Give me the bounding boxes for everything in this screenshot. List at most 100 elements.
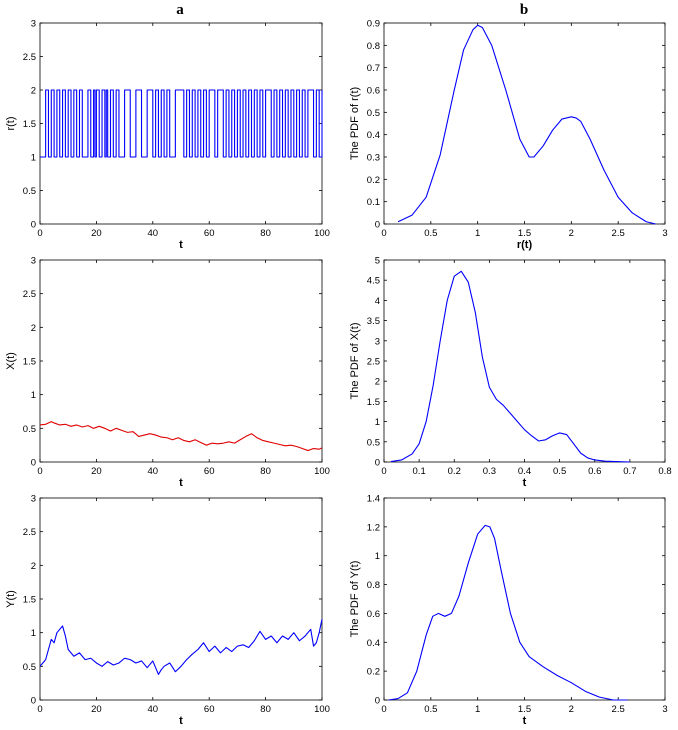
x-tick-label: 1 — [475, 704, 480, 715]
x-tick-label: 40 — [148, 228, 159, 239]
x-axis-label: t — [179, 239, 183, 251]
y-tick-label: 1.5 — [367, 397, 380, 408]
x-tick-label: 0.2 — [448, 466, 461, 477]
y-tick-label: 3.5 — [367, 316, 380, 327]
series-line-1 — [40, 89, 323, 158]
x-tick-label: 0.5 — [424, 704, 437, 715]
x-tick-label: 0.8 — [658, 466, 671, 477]
y-tick-label: 0.5 — [23, 424, 36, 435]
y-tick-label: 2 — [375, 377, 380, 388]
x-tick-label: 20 — [91, 466, 102, 477]
y-tick-label: 2.5 — [367, 357, 380, 368]
y-tick-label: 1.5 — [23, 595, 36, 606]
x-tick-label: 0.5 — [553, 466, 566, 477]
x-tick-label: 0.1 — [413, 466, 426, 477]
x-tick-label: 80 — [260, 228, 271, 239]
series-line-1 — [39, 421, 323, 452]
x-axis-label: t — [179, 477, 183, 489]
x-tick-label: 2 — [569, 704, 574, 715]
y-tick-label: 2.5 — [23, 289, 36, 300]
x-tick-label: 0.5 — [424, 228, 437, 239]
chart-panel-2: 0 0.5 1 1.5 2 2.5 3 0 0.1 0.2 0.3 0.4 0.5 0.6 0.7 0.8 0.… — [349, 19, 668, 252]
y-axis-label: The PDF of Y(t) — [349, 561, 361, 638]
y-tick-label: 5 — [375, 256, 380, 267]
x-tick-label: 2 — [569, 228, 574, 239]
y-tick-label: 0 — [31, 220, 36, 231]
y-tick-label: 0.1 — [367, 197, 380, 208]
y-tick-label: 0.6 — [367, 86, 380, 97]
x-tick-label: 0 — [37, 228, 42, 239]
y-tick-label: 2.5 — [23, 527, 36, 538]
y-tick-label: 3 — [375, 336, 380, 347]
y-tick-label: 4 — [375, 296, 380, 307]
x-tick-label: 20 — [91, 228, 102, 239]
x-tick-label: 0 — [37, 704, 42, 715]
x-tick-label: 0 — [381, 704, 386, 715]
panel-label-a: a — [176, 2, 184, 18]
x-tick-label: 60 — [204, 466, 215, 477]
series-line-1 — [390, 270, 630, 463]
x-tick-label: 100 — [314, 228, 330, 239]
y-tick-label: 2 — [31, 561, 36, 572]
x-tick-label: 40 — [148, 466, 159, 477]
y-tick-label: 3 — [31, 19, 36, 30]
y-tick-label: 0.8 — [367, 41, 380, 52]
y-tick-label: 1.4 — [367, 494, 380, 505]
y-tick-label: 3 — [31, 256, 36, 267]
y-axis-label: The PDF of X(t) — [349, 322, 361, 399]
y-tick-label: 4.5 — [367, 276, 380, 287]
y-tick-label: 1 — [31, 628, 36, 639]
x-tick-label: 0.4 — [518, 466, 531, 477]
x-axis-label: t — [523, 715, 527, 727]
x-tick-label: 60 — [204, 228, 215, 239]
x-tick-label: 40 — [148, 704, 159, 715]
y-tick-label: 2 — [31, 86, 36, 97]
x-axis-label: t — [523, 477, 527, 489]
y-tick-label: 2.5 — [23, 52, 36, 63]
x-tick-label: 3 — [662, 704, 667, 715]
chart-panel-4: 0 0.1 0.2 0.3 0.4 0.5 0.6 0.7 0.8 0 0.5 1 1.5 2 2.5 3 3.… — [349, 256, 672, 490]
x-tick-label: 0.3 — [483, 466, 496, 477]
x-tick-label: 0 — [381, 466, 386, 477]
y-tick-label: 3 — [31, 494, 36, 505]
y-axis-label: X(t) — [5, 352, 17, 370]
y-tick-label: 0 — [31, 458, 36, 469]
series-line-1 — [397, 24, 656, 225]
x-tick-label: 0 — [37, 466, 42, 477]
y-tick-label: 0 — [31, 696, 36, 707]
y-tick-label: 0.5 — [23, 186, 36, 197]
x-tick-label: 20 — [91, 704, 102, 715]
y-tick-label: 0.6 — [367, 609, 380, 620]
plot-frame — [383, 22, 666, 225]
y-tick-label: 0.9 — [367, 19, 380, 30]
x-tick-label: 2.5 — [612, 228, 625, 239]
y-axis-label: The PDF of r(t) — [349, 87, 361, 160]
y-tick-label: 0.4 — [367, 130, 380, 141]
x-tick-label: 3 — [662, 228, 667, 239]
plot-frame — [39, 259, 323, 463]
y-tick-label: 0.5 — [367, 108, 380, 119]
x-tick-label: 2.5 — [612, 704, 625, 715]
y-tick-label: 0.7 — [367, 63, 380, 74]
y-tick-label: 2 — [31, 323, 36, 334]
y-tick-label: 1.2 — [367, 522, 380, 533]
chart-panel-1: 0 20 40 60 80 100 0 0.5 1 1.5 2 2.5 3 t r(t) — [5, 19, 330, 252]
x-tick-label: 60 — [204, 704, 215, 715]
y-tick-label: 0.4 — [367, 638, 380, 649]
y-tick-label: 1 — [375, 551, 380, 562]
y-tick-label: 0.2 — [367, 667, 380, 678]
x-tick-label: 1.5 — [518, 228, 531, 239]
y-tick-label: 1.5 — [23, 119, 36, 130]
y-tick-label: 0.8 — [367, 580, 380, 591]
x-tick-label: 0.7 — [623, 466, 636, 477]
y-axis-label: r(t) — [5, 116, 17, 130]
x-axis-label: t — [179, 715, 183, 727]
x-tick-label: 80 — [260, 704, 271, 715]
series-line-1 — [388, 524, 628, 701]
y-axis-label: Y(t) — [5, 590, 17, 608]
chart-panel-6: 0 0.5 1 1.5 2 2.5 3 0 0.2 0.4 0.6 0.8 1 1.2 1.4 t The PD… — [349, 494, 668, 728]
x-tick-label: 1 — [475, 228, 480, 239]
y-tick-label: 0 — [375, 220, 380, 231]
